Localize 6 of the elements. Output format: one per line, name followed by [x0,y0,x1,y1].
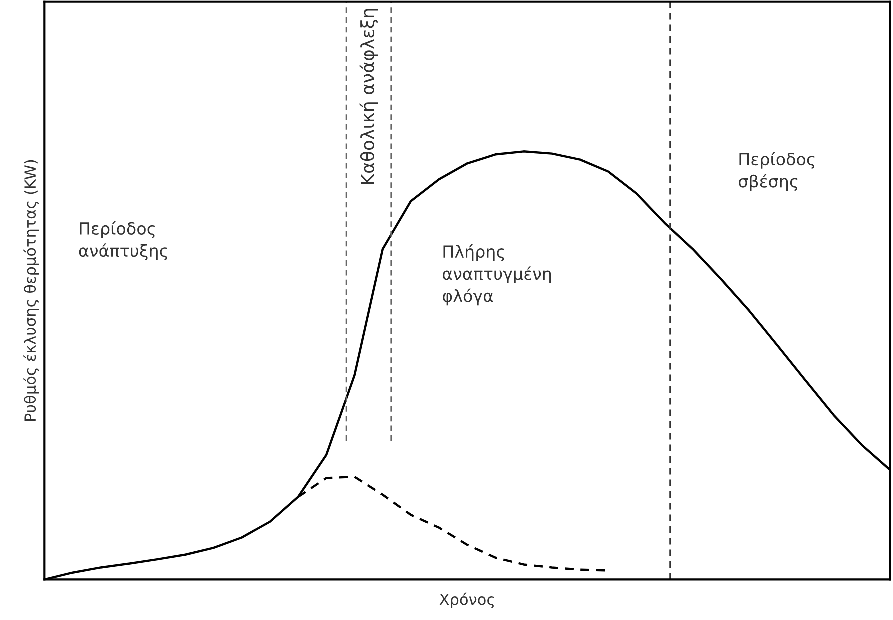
y-axis-title: Ρυθμός έκλυσης θερμότητας (KW) [24,160,40,422]
annotation: Περίοδος ανάπτυξης [79,221,168,260]
annotation: Καθολική ανάφλεξη [360,9,378,184]
annotation: Πλήρης αναπτυγμένη φλόγα [443,244,552,306]
x-axis-title: Χρόνος [440,592,494,608]
annotation: Περίοδος σβέσης [739,152,815,192]
